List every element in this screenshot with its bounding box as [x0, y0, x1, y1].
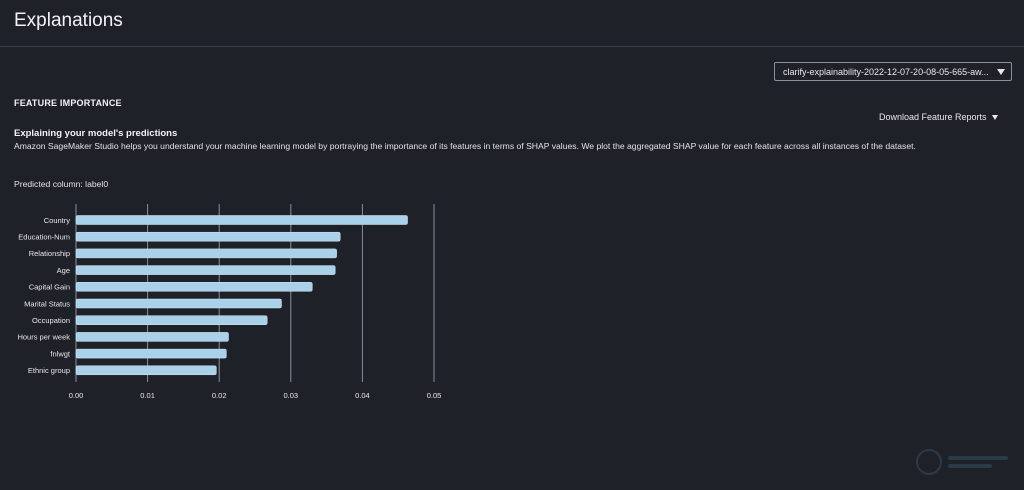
bar [75, 282, 313, 292]
x-tick-label: 0.04 [355, 391, 370, 400]
explainability-job-select[interactable]: clarify-explainability-2022-12-07-20-08-… [774, 62, 1012, 81]
x-tick-label: 0.01 [140, 391, 155, 400]
category-label: Ethnic group [28, 366, 70, 375]
watermark-logo [916, 445, 1016, 479]
bar [75, 265, 336, 275]
page-header: Explanations [0, 0, 1024, 47]
category-label: Education-Num [18, 233, 70, 242]
bar [75, 298, 282, 309]
bar [75, 348, 227, 359]
x-tick-label: 0.05 [427, 391, 442, 400]
download-feature-reports-button[interactable]: Download Feature Reports [879, 112, 998, 122]
bar [75, 248, 337, 259]
x-tick-label: 0.03 [283, 391, 298, 400]
category-label: Country [44, 216, 71, 225]
explainability-job-select-value: clarify-explainability-2022-12-07-20-08-… [783, 66, 989, 77]
feature-importance-heading: FEATURE IMPORTANCE [14, 98, 122, 108]
category-label: Hours per week [17, 333, 70, 342]
predicted-column: Predicted column: label0 [14, 179, 109, 189]
category-label: Marital Status [24, 299, 70, 308]
bar [75, 332, 229, 342]
caret-down-icon [997, 68, 1005, 75]
category-label: Age [57, 266, 70, 275]
bar [75, 215, 408, 225]
category-label: fnlwgt [50, 349, 71, 358]
download-feature-reports-label: Download Feature Reports [879, 112, 987, 122]
bar [75, 231, 341, 242]
category-label: Capital Gain [29, 283, 70, 292]
explain-title: Explaining your model's predictions [14, 128, 178, 139]
logo-mark-icon [916, 449, 942, 475]
feature-importance-chart: 0.00 0.01 0.02 0.03 0.04 0.05 Country Education… [17, 204, 442, 400]
explain-description: Amazon SageMaker Studio helps you unders… [14, 141, 916, 151]
bar [75, 315, 268, 325]
category-label: Relationship [29, 249, 70, 258]
x-tick-label: 0.02 [212, 391, 227, 400]
x-tick-label: 0.00 [69, 391, 84, 400]
caret-down-icon [991, 114, 998, 120]
page-title: Explanations [14, 10, 123, 31]
category-label: Occupation [32, 316, 70, 325]
bar [75, 365, 217, 376]
